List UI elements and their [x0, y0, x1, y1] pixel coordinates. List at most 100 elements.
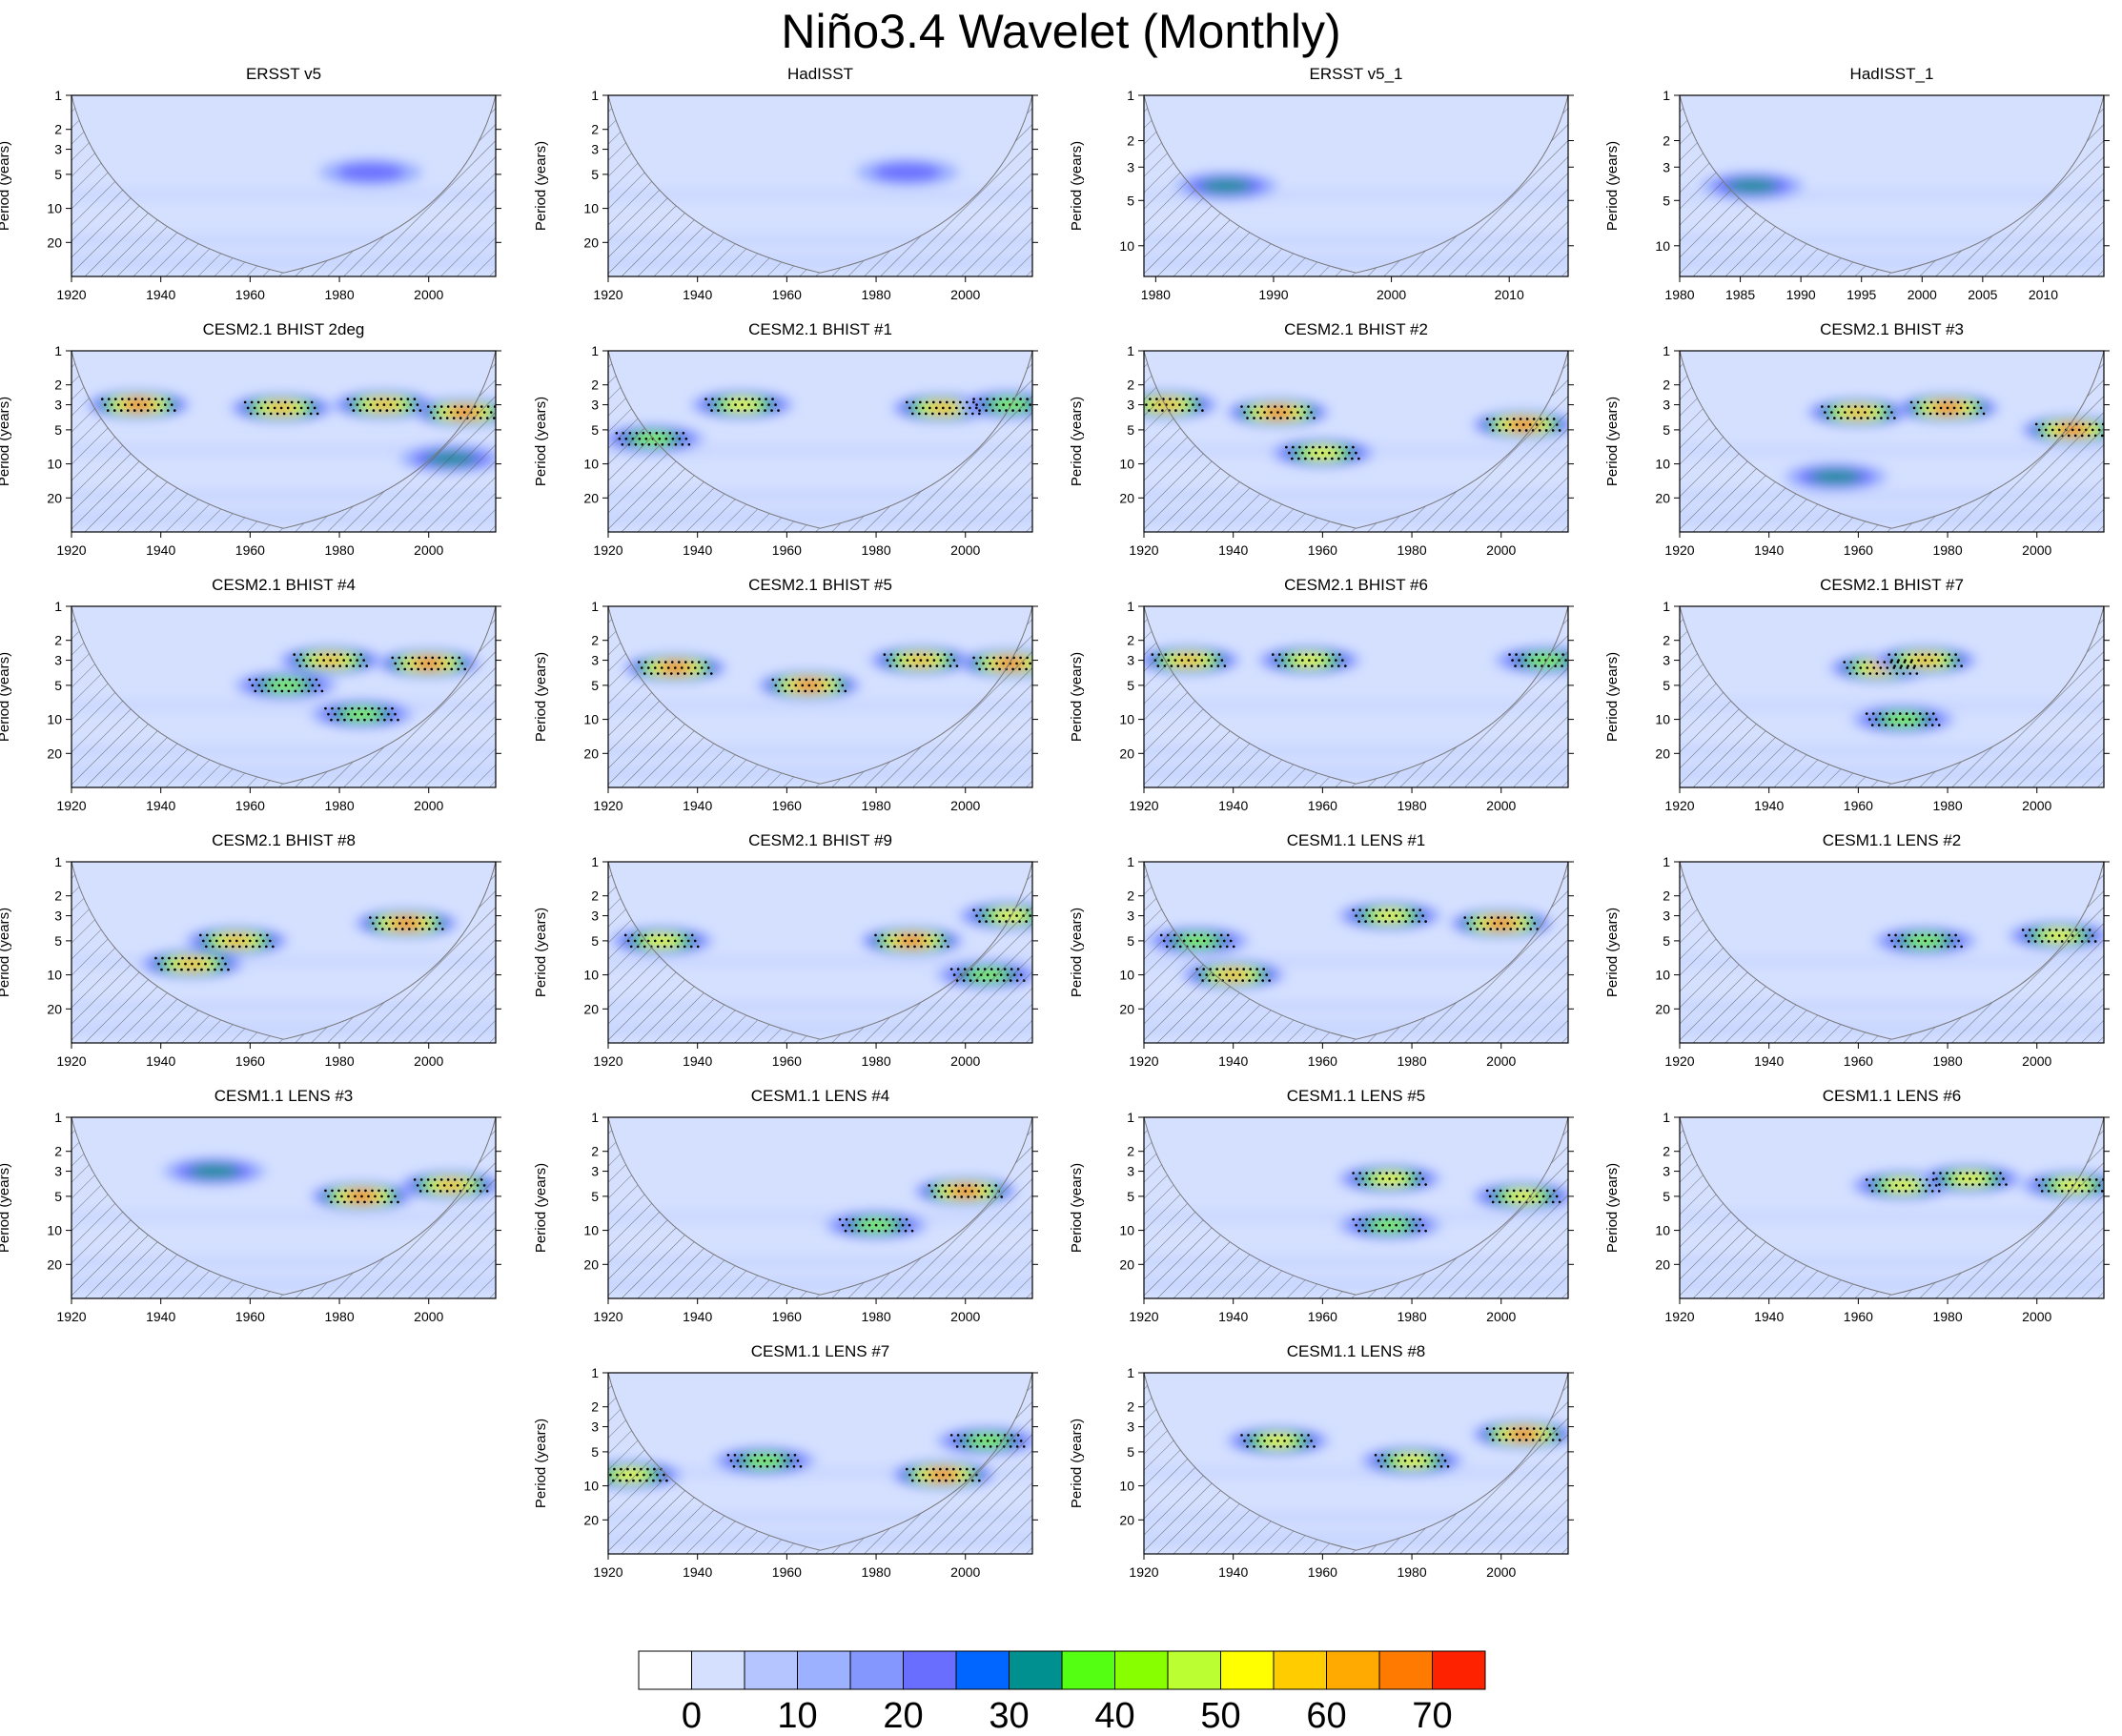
significance-dot: [937, 939, 940, 943]
significance-dot: [1177, 653, 1181, 656]
significance-dot: [1355, 1177, 1357, 1180]
colorbar-label: 50: [1200, 1696, 1240, 1730]
significance-dot: [687, 442, 691, 446]
y-tick-label: 5: [54, 1189, 62, 1204]
significance-dot: [936, 653, 940, 656]
x-tick-label: 1960: [235, 287, 265, 302]
significance-dot: [1384, 1183, 1387, 1186]
significance-dot: [1287, 1434, 1290, 1437]
significance-dot: [1492, 1427, 1496, 1430]
significance-dot: [730, 409, 733, 412]
significance-dot: [411, 656, 415, 660]
significance-dot: [159, 409, 163, 412]
x-tick-label: 2000: [1486, 542, 1516, 558]
significance-dot: [1213, 933, 1216, 937]
significance-dot: [918, 412, 921, 416]
wavelet-panel: CESM1.1 LENS #3 Period (years) 1 2 3 5 10 20 192…: [0, 1087, 515, 1335]
significance-dot: [789, 1459, 793, 1462]
significance-dot: [888, 664, 892, 667]
significance-dot: [423, 667, 427, 671]
y-tick-label: 20: [1655, 745, 1670, 761]
significance-dot: [333, 653, 336, 656]
significance-dot: [650, 933, 654, 937]
significance-dot: [1344, 664, 1347, 667]
significance-dot: [1413, 1464, 1417, 1468]
y-tick-label: 1: [1663, 854, 1670, 869]
significance-dot: [1418, 1172, 1421, 1174]
significance-dot: [1032, 657, 1035, 660]
significance-dot: [933, 945, 936, 949]
significance-dot: [1844, 411, 1847, 414]
significance-dot: [824, 689, 827, 693]
significance-dot: [1911, 712, 1915, 715]
significance-dot: [1502, 928, 1506, 930]
significance-dot: [662, 431, 665, 435]
significance-dot: [220, 968, 223, 971]
significance-dot: [1179, 933, 1183, 937]
significance-dots: [1240, 1427, 1561, 1468]
significance-dot: [2044, 934, 2048, 937]
significance-dot: [258, 945, 261, 949]
y-tick-label: 20: [583, 235, 599, 250]
significance-dot: [287, 689, 291, 693]
significance-dot: [1498, 1200, 1501, 1204]
significance-dot: [1411, 1229, 1414, 1233]
significance-dot: [1337, 664, 1340, 667]
significance-dot: [991, 409, 994, 412]
significance-dot: [2057, 934, 2061, 937]
significance-dot: [922, 664, 926, 667]
x-tick-label: 1920: [1664, 542, 1694, 558]
significance-dot: [402, 403, 406, 406]
significance-dot: [1272, 653, 1275, 656]
significance-dot: [771, 678, 775, 682]
significance-dot: [963, 1434, 967, 1437]
significance-dot: [410, 667, 414, 671]
y-tick-label: 20: [47, 235, 62, 250]
significance-dot: [1204, 653, 1208, 656]
significance-dot: [677, 661, 681, 664]
significance-dot: [436, 916, 439, 919]
significance-dot: [350, 1200, 353, 1204]
significance-dot: [889, 653, 893, 656]
significance-dot: [949, 653, 953, 656]
significance-dot: [1005, 920, 1008, 923]
significance-dot: [955, 664, 959, 667]
significance-dot: [1482, 928, 1486, 930]
significance-dot: [937, 1190, 941, 1193]
y-tick-label: 2: [1663, 633, 1670, 648]
significance-dot: [658, 437, 662, 440]
y-tick-label: 10: [583, 201, 599, 216]
significance-dot: [307, 689, 311, 693]
significance-dot: [262, 412, 266, 416]
significance-dot: [379, 398, 383, 400]
significance-dot: [1830, 411, 1833, 414]
significance-dot: [1335, 451, 1337, 455]
significance-dot: [970, 1190, 974, 1193]
significance-dot: [1412, 1217, 1415, 1221]
y-tick-label: 3: [1663, 1164, 1670, 1179]
significance-dot: [1265, 973, 1268, 976]
significance-dot: [1929, 400, 1933, 404]
significance-dot: [1419, 1464, 1423, 1468]
significance-dot: [1918, 1178, 1922, 1181]
plot-frame: [607, 94, 1033, 277]
significance-dot: [1532, 418, 1536, 420]
significance-dot: [1969, 412, 1972, 416]
significance-dot: [2060, 1190, 2064, 1193]
significance-dot: [991, 920, 994, 923]
significance-dot: [1934, 933, 1937, 937]
significance-dot: [972, 400, 975, 404]
significance-dot: [1883, 661, 1887, 664]
significance-dot: [113, 398, 117, 400]
significance-dot: [871, 1217, 875, 1221]
significance-dot: [424, 656, 428, 660]
significance-dot: [940, 945, 943, 949]
significance-dot: [1384, 920, 1387, 923]
significance-dot: [1247, 405, 1250, 408]
significance-dot: [814, 684, 818, 687]
significance-dot: [1531, 1439, 1535, 1441]
significance-dot: [337, 1189, 340, 1193]
panel-title: CESM1.1 LENS #8: [1286, 1342, 1426, 1360]
